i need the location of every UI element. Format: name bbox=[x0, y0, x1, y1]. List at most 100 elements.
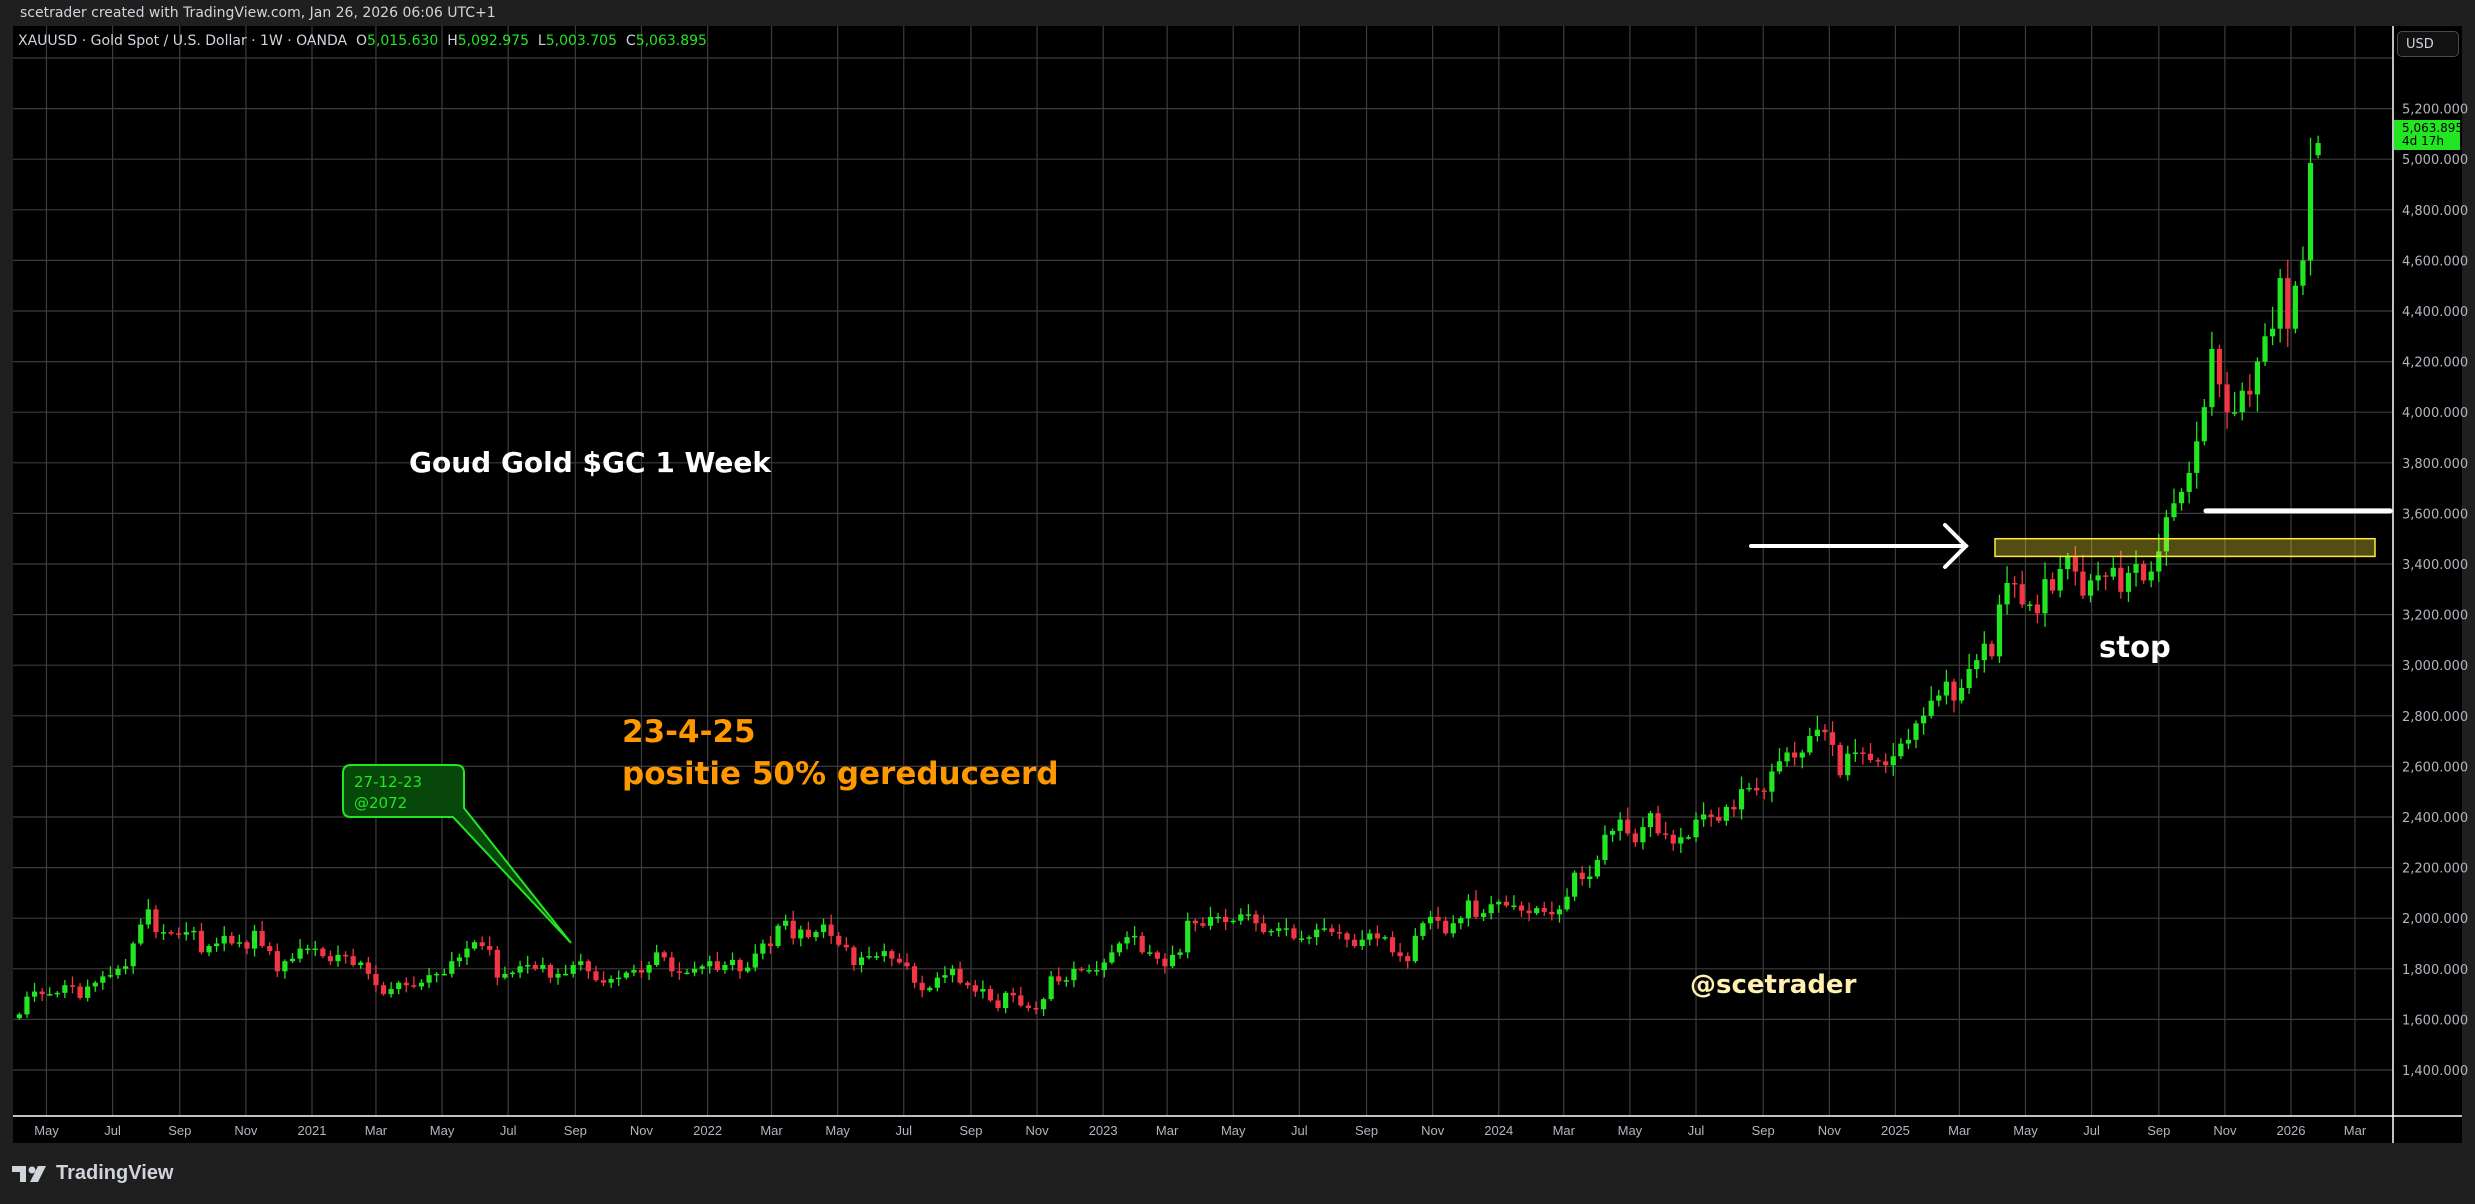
candle[interactable] bbox=[2125, 566, 2132, 603]
candle[interactable] bbox=[282, 959, 288, 979]
candle[interactable] bbox=[1587, 865, 1593, 888]
candle[interactable] bbox=[1025, 1002, 1031, 1012]
candle[interactable] bbox=[24, 991, 30, 1018]
candle[interactable] bbox=[2224, 371, 2230, 429]
candle[interactable] bbox=[388, 982, 394, 998]
candle[interactable] bbox=[2103, 571, 2109, 591]
candle[interactable] bbox=[1359, 930, 1365, 950]
candle[interactable] bbox=[2004, 566, 2010, 615]
candle[interactable] bbox=[396, 980, 402, 995]
candle[interactable] bbox=[1033, 1001, 1039, 1015]
candle[interactable] bbox=[1094, 960, 1100, 976]
candle[interactable] bbox=[2292, 281, 2298, 334]
candle[interactable] bbox=[1215, 912, 1221, 924]
candle[interactable] bbox=[1921, 707, 1927, 735]
candle[interactable] bbox=[297, 939, 303, 963]
candle[interactable] bbox=[1200, 917, 1206, 928]
candle[interactable] bbox=[2148, 561, 2154, 588]
candle[interactable] bbox=[957, 961, 963, 985]
candle[interactable] bbox=[1890, 742, 1896, 776]
candle[interactable] bbox=[1503, 895, 1509, 908]
candle[interactable] bbox=[1632, 828, 1638, 848]
candle[interactable] bbox=[244, 940, 250, 955]
candle[interactable] bbox=[1291, 924, 1297, 941]
candle[interactable] bbox=[570, 961, 576, 978]
candle[interactable] bbox=[16, 1012, 22, 1020]
candle[interactable] bbox=[1086, 964, 1092, 974]
candle[interactable] bbox=[1169, 945, 1176, 969]
symbol-legend[interactable]: XAUUSD · Gold Spot / U.S. Dollar · 1W · … bbox=[18, 33, 707, 49]
candle[interactable] bbox=[2269, 306, 2276, 346]
chart-title-annotation[interactable]: Goud Gold $GC 1 Week bbox=[409, 446, 772, 479]
candle[interactable] bbox=[1132, 926, 1138, 945]
candle[interactable] bbox=[1147, 944, 1153, 957]
reduce-text-annotation[interactable]: positie 50% gereduceerd bbox=[622, 756, 1059, 792]
candle[interactable] bbox=[2095, 561, 2101, 591]
candle[interactable] bbox=[2080, 554, 2086, 600]
candle[interactable] bbox=[972, 979, 978, 997]
candle[interactable] bbox=[1435, 906, 1441, 929]
candle[interactable] bbox=[1723, 804, 1729, 826]
candle[interactable] bbox=[540, 957, 546, 973]
candle[interactable] bbox=[1761, 787, 1767, 800]
candle[interactable] bbox=[1647, 810, 1654, 837]
candle[interactable] bbox=[1389, 931, 1396, 957]
candle[interactable] bbox=[1572, 870, 1578, 902]
candle[interactable] bbox=[1981, 631, 1987, 673]
candle[interactable] bbox=[380, 981, 387, 996]
candle[interactable] bbox=[1693, 812, 1699, 843]
candle[interactable] bbox=[1511, 895, 1517, 910]
candle[interactable] bbox=[1974, 654, 1980, 679]
candle[interactable] bbox=[820, 918, 827, 939]
candle[interactable] bbox=[798, 925, 804, 947]
candle[interactable] bbox=[729, 952, 736, 971]
candle[interactable] bbox=[851, 945, 857, 971]
candle[interactable] bbox=[1754, 777, 1760, 796]
candle[interactable] bbox=[418, 979, 425, 991]
candle[interactable] bbox=[600, 971, 607, 987]
candle[interactable] bbox=[676, 962, 683, 980]
candle[interactable] bbox=[1192, 918, 1198, 932]
candle[interactable] bbox=[1397, 942, 1403, 962]
candle[interactable] bbox=[1799, 749, 1805, 769]
candle[interactable] bbox=[1427, 910, 1434, 930]
candle[interactable] bbox=[259, 920, 265, 949]
candle[interactable] bbox=[1063, 976, 1069, 987]
candle[interactable] bbox=[1124, 931, 1130, 950]
candle[interactable] bbox=[1116, 941, 1123, 957]
candle[interactable] bbox=[532, 961, 538, 971]
candle[interactable] bbox=[563, 964, 569, 976]
candle[interactable] bbox=[305, 944, 311, 955]
candle[interactable] bbox=[69, 976, 76, 994]
candle[interactable] bbox=[836, 932, 842, 947]
candle[interactable] bbox=[2118, 550, 2124, 599]
candle[interactable] bbox=[1541, 901, 1547, 917]
candle[interactable] bbox=[1746, 782, 1752, 792]
candle[interactable] bbox=[2201, 399, 2207, 446]
candle[interactable] bbox=[1564, 888, 1570, 912]
candle[interactable] bbox=[805, 921, 811, 940]
candle[interactable] bbox=[2277, 268, 2283, 343]
candle[interactable] bbox=[85, 979, 91, 1002]
candle[interactable] bbox=[2254, 357, 2261, 412]
candle[interactable] bbox=[1344, 931, 1350, 948]
candle[interactable] bbox=[236, 934, 242, 948]
candle[interactable] bbox=[2042, 562, 2048, 627]
tradingview-logo[interactable]: TradingView bbox=[12, 1162, 173, 1185]
candle[interactable] bbox=[828, 914, 834, 944]
candle[interactable] bbox=[54, 991, 60, 998]
candle[interactable] bbox=[1951, 678, 1957, 713]
candle[interactable] bbox=[1678, 827, 1684, 853]
candle[interactable] bbox=[1260, 915, 1267, 935]
candle[interactable] bbox=[2163, 509, 2169, 566]
candle[interactable] bbox=[783, 914, 789, 930]
candle[interactable] bbox=[1283, 918, 1289, 937]
candle[interactable] bbox=[464, 940, 470, 966]
candle[interactable] bbox=[699, 964, 705, 975]
candle[interactable] bbox=[995, 993, 1001, 1012]
candle[interactable] bbox=[1663, 821, 1669, 840]
candle[interactable] bbox=[342, 951, 349, 964]
candle[interactable] bbox=[145, 899, 151, 929]
candle[interactable] bbox=[1336, 924, 1343, 940]
candle[interactable] bbox=[1625, 807, 1631, 836]
